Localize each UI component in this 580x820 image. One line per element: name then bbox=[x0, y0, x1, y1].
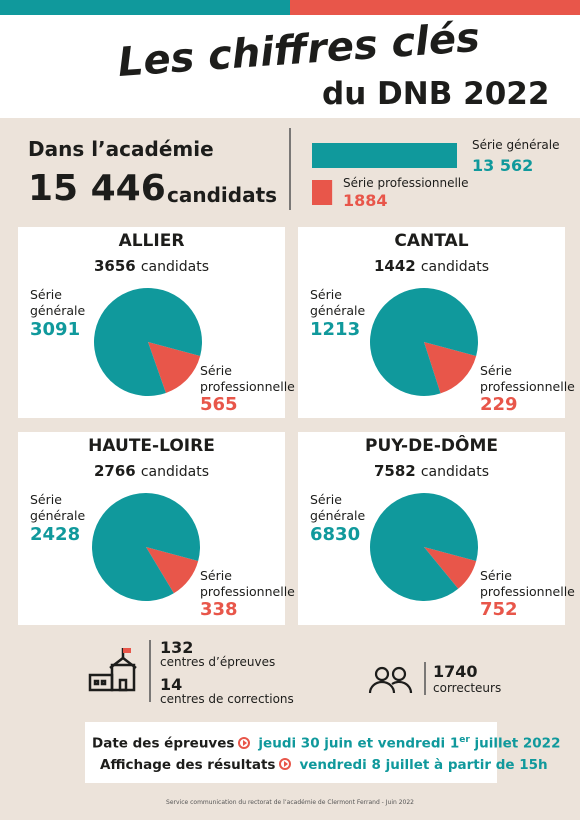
date-label: Affichage des résultats bbox=[100, 757, 276, 773]
series-value: 565 bbox=[200, 394, 238, 415]
stripe bbox=[0, 0, 290, 15]
bar bbox=[312, 143, 457, 168]
academie-total: 15 446 bbox=[28, 168, 166, 209]
academie-unit: candidats bbox=[167, 183, 278, 207]
date-label: Date des épreuves bbox=[92, 735, 235, 752]
series-value: 229 bbox=[480, 394, 518, 415]
series-name: Série générale bbox=[30, 492, 86, 523]
pie-slice bbox=[92, 493, 201, 601]
dept-count-unit: candidats bbox=[140, 259, 210, 275]
dept-count: 2766 candidats bbox=[18, 461, 285, 480]
series-name: Série professionnelle bbox=[200, 363, 295, 394]
pie-slice bbox=[94, 288, 202, 396]
pie-slice bbox=[424, 547, 477, 589]
people-icon bbox=[368, 666, 413, 694]
dept-count-value: 1442 bbox=[373, 257, 416, 275]
bar bbox=[312, 180, 333, 205]
dept-count-unit: candidats bbox=[140, 464, 210, 480]
date-line: Affichage des résultats vendredi 8 juille… bbox=[100, 757, 548, 773]
stat-value: 1740 bbox=[433, 662, 478, 681]
pie-slice bbox=[370, 492, 479, 601]
pie-slice bbox=[148, 342, 201, 393]
series-value: 1884 bbox=[343, 191, 388, 210]
school-icon bbox=[88, 648, 137, 692]
dept-count-value: 2766 bbox=[93, 462, 136, 480]
flag bbox=[123, 648, 131, 653]
series-value: 2428 bbox=[30, 524, 81, 545]
dept-name: PUY-DE-DÔME bbox=[364, 436, 498, 456]
series-value: 338 bbox=[200, 599, 238, 620]
series-value: 752 bbox=[480, 599, 518, 620]
stat-value: 132 bbox=[160, 638, 194, 657]
arrow-icon bbox=[279, 758, 292, 770]
stripe bbox=[290, 0, 580, 15]
date-value: jeudi 30 juin et vendredi 1 bbox=[258, 735, 460, 752]
dept-count-unit: candidats bbox=[420, 259, 490, 275]
date-line: Date des épreuves jeudi 30 juin et vendre… bbox=[92, 735, 560, 752]
series-name: Série générale bbox=[30, 287, 86, 318]
series-name: Série générale bbox=[472, 138, 560, 152]
series-value: 1213 bbox=[310, 319, 361, 340]
dates-box bbox=[85, 722, 497, 783]
series-value: 3091 bbox=[30, 319, 81, 340]
header-bg bbox=[0, 0, 580, 118]
series-name: Série professionnelle bbox=[480, 363, 575, 394]
academie-label: Dans l’académie bbox=[28, 137, 214, 161]
pie-slice bbox=[370, 288, 478, 396]
dept-count: 7582 candidats bbox=[298, 461, 565, 480]
dept-name: HAUTE-LOIRE bbox=[88, 436, 215, 456]
series-value: 6830 bbox=[310, 524, 361, 545]
series-name: Série générale bbox=[310, 492, 366, 523]
footer: Service communication du rectorat de l’a… bbox=[166, 799, 414, 806]
date-value-sup: er bbox=[459, 735, 470, 745]
series-name: Série professionnelle bbox=[200, 568, 295, 599]
stat-label: centres d’épreuves bbox=[160, 655, 276, 669]
stat-label: centres de corrections bbox=[160, 692, 294, 706]
dept-count: 3656 candidats bbox=[18, 256, 285, 275]
date-value: juillet 2022 bbox=[469, 735, 561, 752]
arrow-icon bbox=[238, 736, 251, 749]
subtitle: du DNB 2022 bbox=[322, 76, 550, 112]
series-name: Série générale bbox=[310, 287, 366, 318]
dept-name: ALLIER bbox=[118, 231, 185, 251]
series-name: Série professionnelle bbox=[343, 176, 469, 190]
stat-value: 14 bbox=[160, 675, 183, 694]
series-value: 13 562 bbox=[472, 156, 534, 175]
pie-slice bbox=[146, 547, 199, 594]
dept-name: CANTAL bbox=[394, 231, 469, 251]
pie-slice bbox=[424, 342, 477, 394]
dept-count-unit: candidats bbox=[420, 464, 490, 480]
dept-count-value: 7582 bbox=[373, 462, 416, 480]
series-name: Série professionnelle bbox=[480, 568, 575, 599]
stat-label: correcteurs bbox=[433, 681, 502, 695]
date-value: vendredi 8 juillet à partir de 15h bbox=[299, 757, 548, 773]
dept-count: 1442 candidats bbox=[298, 256, 565, 275]
dept-count-value: 3656 bbox=[93, 257, 136, 275]
